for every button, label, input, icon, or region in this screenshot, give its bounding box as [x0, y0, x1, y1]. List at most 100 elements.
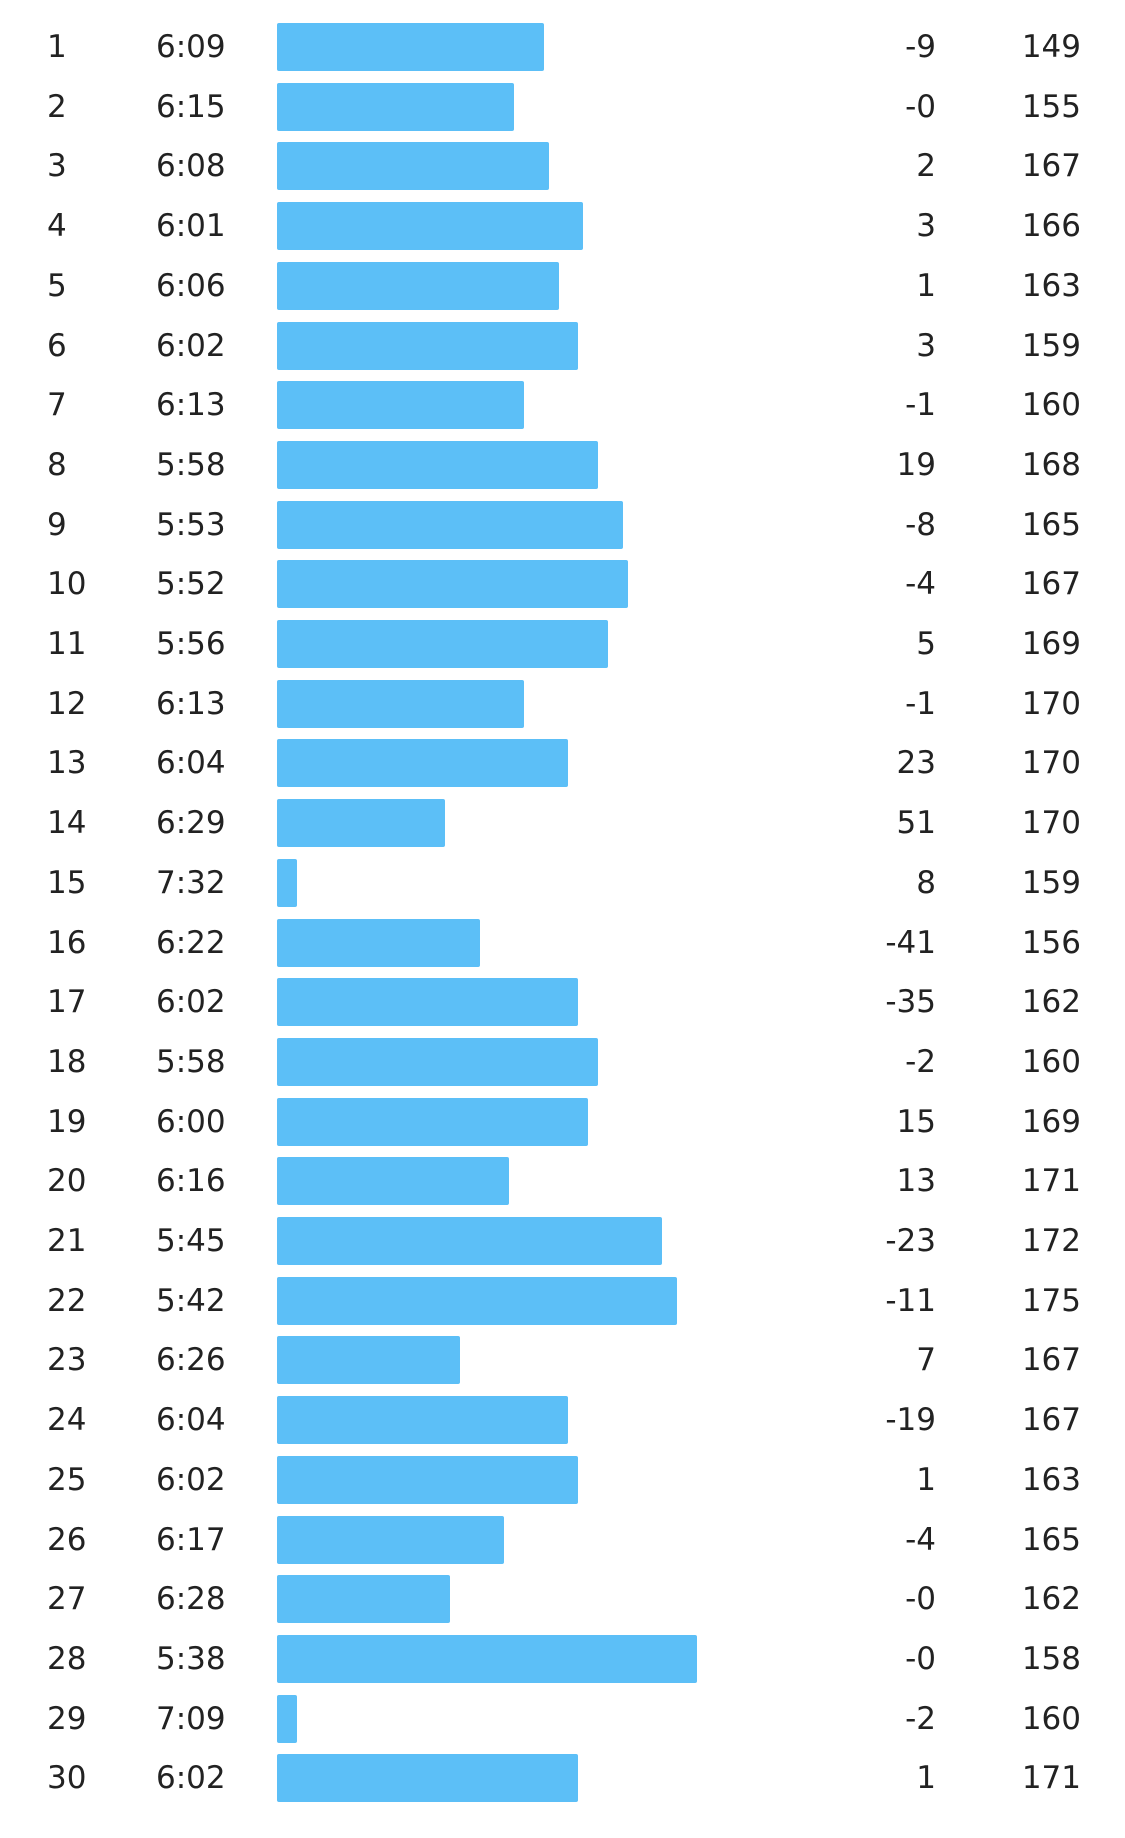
split-elevation: 19 [896, 446, 936, 483]
split-pace: 5:53 [156, 506, 226, 543]
split-row[interactable]: 23 6:26 7 167 [0, 1330, 1125, 1390]
split-elevation: 1 [916, 1461, 936, 1498]
split-pace: 6:02 [156, 1760, 226, 1797]
split-row[interactable]: 20 6:16 13 171 [0, 1151, 1125, 1211]
pace-bar [277, 739, 569, 788]
split-elevation: 3 [916, 208, 936, 245]
split-heart-rate: 155 [1021, 88, 1081, 125]
split-km: 3 [47, 148, 67, 185]
split-elevation: -11 [885, 1282, 936, 1319]
split-row[interactable]: 4 6:01 3 166 [0, 196, 1125, 256]
split-heart-rate: 163 [1021, 1461, 1081, 1498]
pace-bar [277, 1276, 677, 1325]
split-heart-rate: 170 [1021, 745, 1081, 782]
split-row[interactable]: 24 6:04 -19 167 [0, 1390, 1125, 1450]
split-row[interactable]: 8 5:58 19 168 [0, 435, 1125, 495]
split-km: 18 [47, 1043, 87, 1080]
split-km: 26 [47, 1521, 87, 1558]
split-pace: 6:08 [156, 148, 226, 185]
split-heart-rate: 149 [1021, 29, 1081, 65]
split-row[interactable]: 18 5:58 -2 160 [0, 1032, 1125, 1092]
split-row[interactable]: 5 6:06 1 163 [0, 256, 1125, 316]
split-row[interactable]: 3 6:08 2 167 [0, 136, 1125, 196]
split-pace: 5:42 [156, 1282, 226, 1319]
split-km: 9 [47, 506, 67, 543]
split-row[interactable]: 12 6:13 -1 170 [0, 674, 1125, 734]
split-row[interactable]: 19 6:00 15 169 [0, 1092, 1125, 1152]
split-row[interactable]: 10 5:52 -4 167 [0, 554, 1125, 614]
split-heart-rate: 162 [1021, 984, 1081, 1021]
split-km: 5 [47, 267, 67, 304]
split-row[interactable]: 29 7:09 -2 160 [0, 1689, 1125, 1749]
split-km: 24 [47, 1402, 87, 1439]
pace-bar [277, 799, 446, 848]
split-row[interactable]: 25 6:02 1 163 [0, 1450, 1125, 1510]
split-elevation: -23 [885, 1223, 936, 1259]
split-elevation: -41 [885, 924, 936, 961]
pace-bar [277, 620, 608, 668]
pace-bar [277, 918, 480, 967]
split-pace: 6:16 [156, 1163, 226, 1200]
split-heart-rate: 162 [1021, 1581, 1081, 1618]
split-row[interactable]: 1 6:09 -9 149 [0, 17, 1125, 77]
split-row[interactable]: 30 6:02 1 171 [0, 1748, 1125, 1808]
split-row[interactable]: 16 6:22 -41 156 [0, 913, 1125, 973]
split-heart-rate: 171 [1021, 1760, 1081, 1797]
split-elevation: -4 [905, 566, 936, 603]
split-km: 30 [47, 1760, 87, 1797]
split-row[interactable]: 22 5:42 -11 175 [0, 1271, 1125, 1331]
split-elevation: 15 [896, 1103, 936, 1140]
pace-bar [277, 1694, 297, 1743]
split-km: 17 [47, 984, 87, 1021]
split-elevation: 1 [916, 1760, 936, 1797]
split-elevation: -35 [885, 984, 936, 1021]
split-km: 12 [47, 685, 87, 722]
split-row[interactable]: 6 6:02 3 159 [0, 316, 1125, 376]
split-heart-rate: 167 [1021, 1342, 1081, 1379]
split-pace: 6:15 [156, 88, 226, 125]
split-row[interactable]: 17 6:02 -35 162 [0, 972, 1125, 1032]
pace-bar [277, 142, 549, 191]
pace-bar [277, 858, 297, 907]
split-row[interactable]: 15 7:32 8 159 [0, 853, 1125, 913]
split-pace: 7:09 [156, 1700, 226, 1737]
pace-bar [277, 440, 599, 489]
split-pace: 6:17 [156, 1521, 226, 1558]
split-km: 28 [47, 1640, 87, 1677]
split-pace: 6:02 [156, 327, 226, 364]
split-heart-rate: 172 [1021, 1223, 1081, 1259]
split-row[interactable]: 7 6:13 -1 160 [0, 375, 1125, 435]
pace-bar [277, 1157, 510, 1206]
split-km: 21 [47, 1223, 87, 1259]
split-row[interactable]: 21 5:45 -23 172 [0, 1211, 1125, 1271]
split-elevation: -19 [885, 1402, 936, 1439]
split-row[interactable]: 27 6:28 -0 162 [0, 1569, 1125, 1629]
split-pace: 6:09 [156, 29, 226, 65]
split-row[interactable]: 13 6:04 23 170 [0, 733, 1125, 793]
split-heart-rate: 165 [1021, 1521, 1081, 1558]
pace-bar [277, 1575, 451, 1624]
split-pace: 5:45 [156, 1223, 226, 1259]
split-heart-rate: 160 [1021, 1700, 1081, 1737]
split-elevation: 7 [916, 1342, 936, 1379]
split-km: 16 [47, 924, 87, 961]
pace-bar [277, 261, 559, 310]
split-row[interactable]: 26 6:17 -4 165 [0, 1510, 1125, 1570]
split-pace: 6:28 [156, 1581, 226, 1618]
pace-bar [277, 1097, 589, 1146]
split-row[interactable]: 9 5:53 -8 165 [0, 495, 1125, 555]
split-elevation: -2 [905, 1700, 936, 1737]
split-elevation: 23 [896, 745, 936, 782]
split-elevation: -8 [905, 506, 936, 543]
split-row[interactable]: 2 6:15 -0 155 [0, 77, 1125, 137]
pace-bar [277, 1037, 599, 1086]
split-heart-rate: 170 [1021, 685, 1081, 722]
split-pace: 5:38 [156, 1640, 226, 1677]
split-km: 1 [47, 29, 67, 65]
split-row[interactable]: 14 6:29 51 170 [0, 793, 1125, 853]
split-row[interactable]: 11 5:56 5 169 [0, 614, 1125, 674]
split-row[interactable]: 28 5:38 -0 158 [0, 1629, 1125, 1689]
split-elevation: -0 [905, 88, 936, 125]
split-pace: 6:22 [156, 924, 226, 961]
split-km: 2 [47, 88, 67, 125]
